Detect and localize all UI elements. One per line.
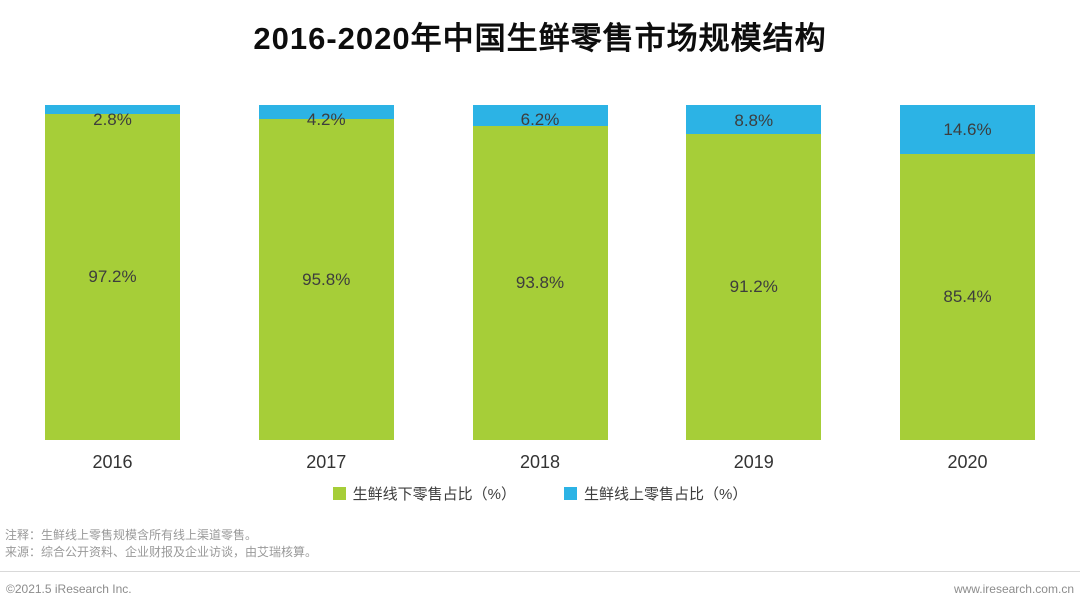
offline-value-label: 91.2% [729, 277, 778, 297]
offline-value-label: 95.8% [302, 269, 351, 289]
legend-label-online: 生鲜线上零售占比（%） [584, 486, 748, 503]
footer-copyright: ©2021.5 iResearch Inc. [6, 582, 132, 596]
online-value-label: 14.6% [943, 120, 992, 140]
notes: 注释：生鲜线上零售规模含所有线上渠道零售。 来源：综合公开资料、企业财报及企业访… [5, 527, 317, 561]
offline-value-label: 93.8% [515, 272, 565, 292]
bar-column: 95.8% 4.2% 2017 [258, 105, 394, 472]
bar-column: 93.8% 6.2% 2018 [472, 105, 608, 472]
online-value-label: 4.2% [306, 110, 346, 129]
bar-column: 85.4% 14.6% 2020 [900, 105, 1035, 472]
bar-segment-offline: 91.2% [686, 134, 822, 440]
chart-title: 2016-2020年中国生鲜零售市场规模结构 [253, 21, 827, 56]
x-axis-label: 2016 [92, 452, 133, 472]
bar-segment-offline: 97.2% [45, 114, 180, 440]
footer-divider [0, 571, 1080, 572]
note-annotation: 注释：生鲜线上零售规模含所有线上渠道零售。 [5, 528, 258, 542]
x-axis-label: 2020 [947, 452, 988, 472]
x-axis-label: 2018 [519, 452, 561, 472]
bar-segment-online [472, 105, 608, 126]
bar-segment-offline: 85.4% [900, 153, 1035, 440]
online-value-label: 2.8% [93, 110, 132, 129]
x-axis-label: 2019 [733, 452, 774, 472]
chart-plot: 97.2% 2.8% 2016 95.8% 4.2% 2017 93.8% 6.2% 2018 9… [45, 105, 1035, 472]
note-source: 来源：综合公开资料、企业财报及企业访谈，由艾瑞核算。 [5, 545, 318, 559]
online-value-label: 6.2% [520, 110, 560, 129]
bar-segment-offline: 95.8% [258, 119, 394, 440]
bar-column: 91.2% 8.8% 2019 [686, 105, 822, 472]
offline-value-label: 97.2% [88, 267, 137, 287]
offline-value-label: 85.4% [943, 286, 992, 306]
x-axis-label: 2017 [306, 452, 347, 472]
footer-url: www.iresearch.com.cn [953, 582, 1074, 596]
footer: ©2021.5 iResearch Inc. www.iresearch.com… [0, 582, 1080, 596]
legend-item-online: 生鲜线上零售占比（%） [564, 483, 747, 504]
bar-column: 97.2% 2.8% 2016 [45, 105, 180, 472]
legend-label-offline: 生鲜线下零售占比（%） [352, 486, 516, 503]
bar-segment-online [45, 105, 180, 115]
bar-segment-online [258, 105, 394, 120]
legend-swatch-online-icon [564, 487, 577, 500]
legend-item-offline: 生鲜线下零售占比（%） [332, 483, 516, 504]
online-value-label: 8.8% [734, 110, 774, 130]
legend-swatch-offline-icon [332, 487, 346, 500]
bar-segment-offline: 93.8% [472, 125, 608, 440]
legend: 生鲜线下零售占比（%） 生鲜线上零售占比（%） [0, 483, 1080, 504]
bar-segment-online [900, 105, 1035, 154]
bar-segment-online [686, 105, 822, 135]
